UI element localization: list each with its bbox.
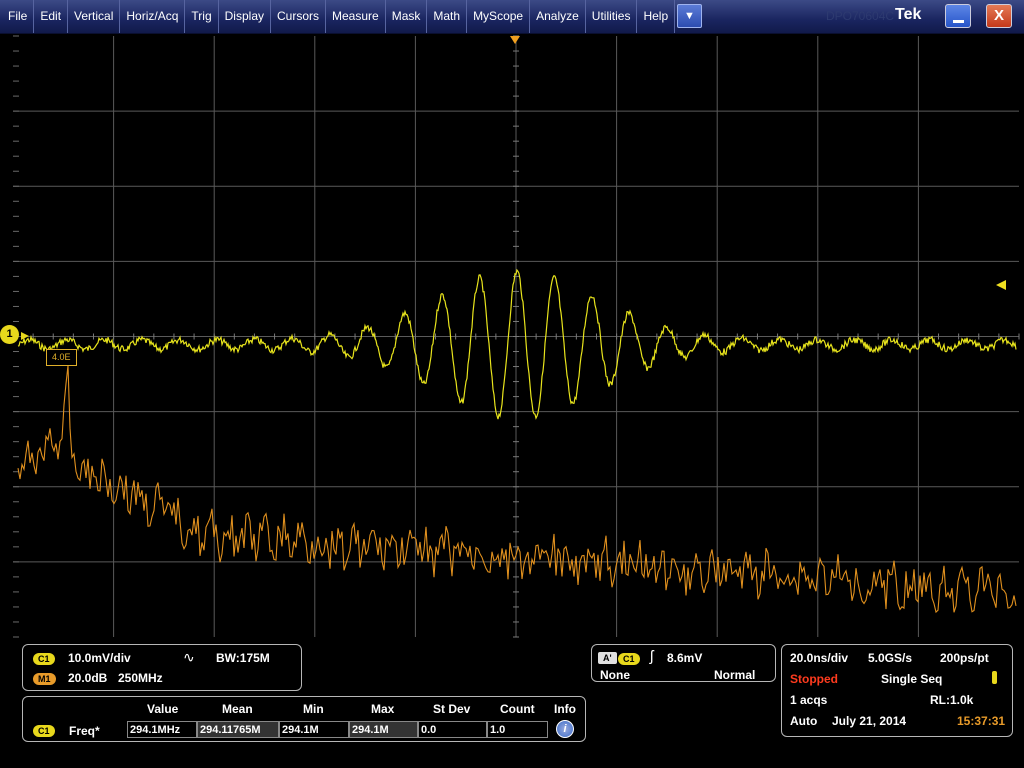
- menu-item-math[interactable]: Math: [427, 0, 468, 33]
- measurement-cell-min: 294.1M: [279, 721, 349, 738]
- record-length[interactable]: RL:1.0k: [930, 693, 974, 707]
- acquisition-state-icon: [992, 671, 997, 684]
- graticule-grid: [12, 35, 1020, 638]
- measurement-cell-value: 294.1MHz: [127, 721, 197, 738]
- c1-vertical-scale[interactable]: 10.0mV/div: [68, 651, 131, 665]
- measurement-cell-stdev: 0.0: [418, 721, 487, 738]
- measurement-header-info: Info: [554, 702, 576, 716]
- c1-badge[interactable]: C1: [33, 653, 55, 665]
- acquisition-mode[interactable]: Single Seq: [881, 672, 943, 686]
- menu-item-file[interactable]: File: [0, 0, 35, 33]
- menu-item-vertical[interactable]: Vertical: [68, 0, 121, 33]
- menu-items: File Edit Vertical Horiz/Acq Trig Display Curs…: [0, 0, 676, 33]
- menu-item-horiz-acq[interactable]: Horiz/Acq: [120, 0, 186, 33]
- m1-frequency[interactable]: 250MHz: [118, 671, 163, 685]
- menu-item-cursors[interactable]: Cursors: [271, 0, 327, 33]
- measurement-header-value: Value: [147, 702, 179, 716]
- rising-edge-icon: ʃ: [650, 648, 654, 665]
- close-button[interactable]: X: [986, 4, 1012, 28]
- ground-level-arrow-icon: [21, 332, 29, 340]
- trigger-auto-mode[interactable]: Auto: [790, 714, 818, 728]
- menu-item-trig[interactable]: Trig: [185, 0, 219, 33]
- acquisition-count: 1 acqs: [790, 693, 828, 707]
- trigger-a-badge[interactable]: A': [598, 652, 617, 664]
- coupling-ac-icon: ∿: [183, 649, 195, 665]
- trigger-panel: A' C1 ʃ 8.6mV None Normal: [591, 644, 776, 682]
- bandwidth-limit[interactable]: BW:175M: [216, 651, 270, 665]
- menu-dropdown-button[interactable]: ▼: [677, 4, 702, 28]
- instrument-model-text: DPO70604C: [826, 9, 895, 23]
- menu-item-edit[interactable]: Edit: [34, 0, 69, 33]
- menu-item-utilities[interactable]: Utilities: [586, 0, 638, 33]
- c1-trace-marker[interactable]: 1: [0, 325, 19, 344]
- m1-badge[interactable]: M1: [33, 673, 56, 685]
- acquisition-status[interactable]: Stopped: [790, 672, 838, 686]
- measurement-header-st-dev: St Dev: [433, 702, 471, 716]
- menu-item-myscope[interactable]: MyScope: [467, 0, 531, 33]
- trigger-level-marker: [996, 280, 1006, 290]
- trigger-source-badge[interactable]: C1: [618, 653, 640, 665]
- measurement-header-count: Count: [500, 702, 535, 716]
- menu-item-analyze[interactable]: Analyze: [530, 0, 586, 33]
- menu-item-measure[interactable]: Measure: [326, 0, 386, 33]
- measurement-header-min: Min: [303, 702, 324, 716]
- trigger-position-marker: [510, 36, 520, 44]
- measurement-cell-mean: 294.11765M: [197, 721, 279, 738]
- minimize-icon: [953, 20, 964, 23]
- time-per-point[interactable]: 200ps/pt: [940, 651, 989, 665]
- minimize-button[interactable]: [945, 4, 971, 28]
- measurement-source-badge[interactable]: C1: [33, 725, 55, 737]
- measurement-cell-count: 1.0: [487, 721, 548, 738]
- acquisition-date: July 21, 2014: [832, 714, 907, 728]
- trigger-level[interactable]: 8.6mV: [667, 651, 703, 665]
- timebase-scale[interactable]: 20.0ns/div: [790, 651, 849, 665]
- menu-item-help[interactable]: Help: [637, 0, 676, 33]
- acquisition-time: 15:37:31: [957, 714, 1006, 728]
- measurement-header-mean: Mean: [222, 702, 253, 716]
- measurement-name[interactable]: Freq*: [69, 724, 100, 738]
- trigger-mode[interactable]: Normal: [714, 668, 756, 682]
- measurement-results-panel: Value Mean Min Max St Dev Count Info C1 Freq* 294…: [22, 696, 586, 742]
- menu-item-mask[interactable]: Mask: [386, 0, 428, 33]
- tek-logo: Tek: [895, 6, 922, 23]
- c1-waveform-trace: [17, 268, 1017, 420]
- measurement-header-max: Max: [371, 702, 395, 716]
- waveform-display[interactable]: [0, 0, 1024, 642]
- m1-spectrum-trace: [17, 365, 1017, 614]
- waveform-label-tag: 4.0E: [46, 349, 77, 366]
- acquisition-panel: 20.0ns/div 5.0GS/s 200ps/pt Stopped Sing…: [781, 644, 1013, 737]
- sample-rate[interactable]: 5.0GS/s: [868, 651, 913, 665]
- trigger-source-mode[interactable]: None: [600, 668, 630, 682]
- menu-item-display[interactable]: Display: [219, 0, 271, 33]
- measurement-cell-max: 294.1M: [349, 721, 418, 738]
- menu-bar: File Edit Vertical Horiz/Acq Trig Display Curs…: [0, 0, 1024, 34]
- m1-vertical-scale[interactable]: 20.0dB: [68, 671, 108, 685]
- measurement-table: Value Mean Min Max St Dev Count Info C1 Freq* 294…: [23, 697, 587, 743]
- info-icon[interactable]: i: [556, 720, 574, 738]
- channel-settings-panel: C1 10.0mV/div ∿ BW:175M M1 20.0dB 250MHz: [22, 644, 302, 691]
